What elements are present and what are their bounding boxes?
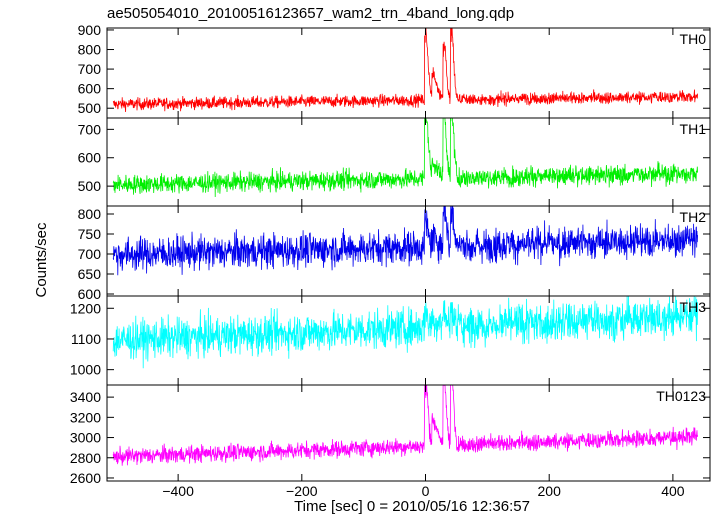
series-line-th0 — [112, 28, 698, 113]
panel-frame-th0123 — [106, 384, 711, 482]
y-tick-label: 700 — [78, 121, 102, 137]
y-tick-label: 750 — [78, 226, 102, 242]
series-line-th0123 — [112, 385, 698, 466]
y-tick-label: 900 — [78, 22, 102, 38]
y-tick-label: 600 — [78, 286, 102, 302]
series-line-th1 — [112, 118, 698, 198]
x-tick-label: −400 — [162, 483, 194, 499]
y-tick-label: 1000 — [70, 362, 101, 378]
panel-label-th1: TH1 — [680, 121, 707, 137]
panel-label-th2: TH2 — [680, 209, 707, 225]
y-tick-label: 600 — [78, 81, 102, 97]
y-tick-label: 800 — [78, 42, 102, 58]
panel-label-th3: TH3 — [680, 299, 707, 315]
y-tick-label: 2600 — [70, 470, 101, 486]
x-axis-label: Time [sec] 0 = 2010/05/16 12:36:57 — [294, 498, 530, 515]
y-tick-label: 3400 — [70, 389, 101, 405]
x-tick-label: 0 — [422, 483, 430, 499]
y-tick-label: 600 — [78, 150, 102, 166]
y-tick-label: 1200 — [70, 300, 101, 316]
y-tick-label: 2800 — [70, 450, 101, 466]
panel-label-th0: TH0 — [680, 31, 707, 47]
chart-title: ae505054010_20100516123657_wam2_trn_4ban… — [107, 5, 514, 22]
series-line-th3 — [112, 296, 698, 369]
y-tick-label: 700 — [78, 61, 102, 77]
panel-frame-th1 — [106, 117, 711, 207]
y-tick-label: 500 — [78, 178, 102, 194]
x-tick-label: 200 — [538, 483, 562, 499]
y-tick-label: 650 — [78, 266, 102, 282]
y-tick-label: 1100 — [71, 331, 101, 347]
y-tick-label: 700 — [78, 246, 102, 262]
x-tick-label: 400 — [661, 483, 685, 499]
y-tick-label: 3000 — [70, 430, 101, 446]
x-tick-label: −200 — [286, 483, 318, 499]
panel-label-th0123: TH0123 — [656, 388, 706, 404]
panels-group: 500 600 700 800 900 TH0 500 600 700 TH1 600 650 700 7… — [70, 22, 711, 499]
y-tick-label: 3200 — [70, 409, 101, 425]
series-line-th2 — [112, 206, 698, 276]
y-tick-label: 500 — [78, 100, 102, 116]
y-tick-label: 800 — [78, 206, 102, 222]
y-axis-label: Counts/sec — [33, 222, 50, 298]
